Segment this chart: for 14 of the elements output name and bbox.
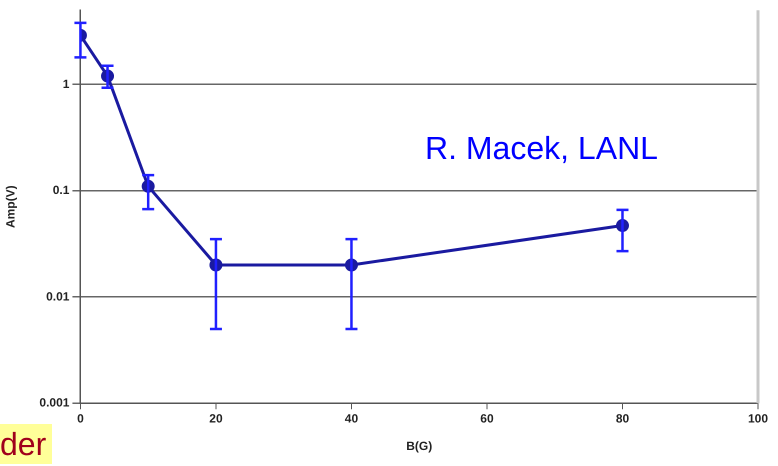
x-tick-label: 80 — [616, 412, 630, 426]
annotation: R. Macek, LANL — [425, 129, 658, 168]
x-axis-title: B(G) — [406, 439, 432, 454]
x-tick-label: 20 — [209, 412, 223, 426]
x-tick-label: 60 — [480, 412, 494, 426]
y-tick-label: 0.001 — [39, 396, 70, 410]
y-tick-label: 0.1 — [52, 183, 70, 198]
x-tick-label: 100 — [748, 412, 768, 426]
x-tick-label: 0 — [77, 412, 84, 426]
x-tick-label: 40 — [344, 412, 358, 426]
y-tick-label: 0.01 — [46, 289, 70, 304]
text: der — [0, 424, 52, 464]
y-axis-title: Amp(V) — [4, 185, 18, 228]
y-tick-label: 1 — [62, 76, 70, 91]
